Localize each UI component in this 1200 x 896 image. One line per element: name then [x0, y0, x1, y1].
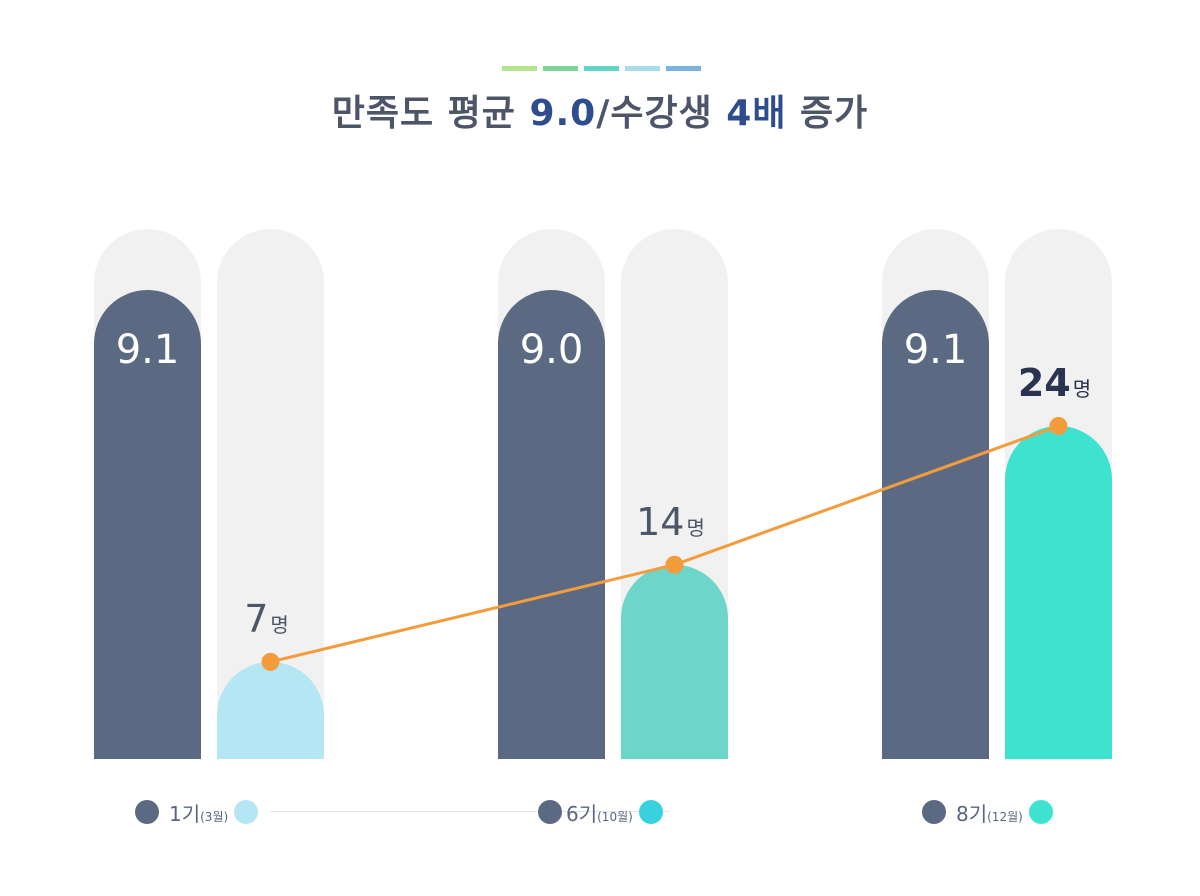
legend-label: 6기(10월): [566, 798, 633, 827]
satisfaction-value-label: 9.1: [904, 327, 968, 373]
bar-track: [217, 228, 324, 759]
legend-cohort: 8기: [956, 801, 988, 826]
legend-month: (3월): [200, 809, 229, 824]
satisfaction-value-label: 9.0: [520, 327, 584, 373]
satisfaction-bar: [882, 289, 989, 759]
legend-dot-satisfaction: [922, 800, 946, 824]
decor-stripe: [502, 66, 537, 71]
satisfaction-value-label: 9.1: [116, 327, 180, 373]
legend-dot-students: [1028, 800, 1053, 824]
trend-point: [261, 652, 280, 671]
trend-point: [1049, 417, 1068, 435]
legend-label: 8기(12월): [956, 798, 1023, 827]
title-decoration: [502, 66, 701, 71]
legend-month: (10월): [597, 809, 633, 824]
legend-cohort: 6기: [566, 801, 598, 826]
legend-month: (12월): [987, 809, 1023, 824]
satisfaction-bar: [94, 289, 201, 759]
legend-cohort: 1기: [169, 801, 201, 826]
satisfaction-bar: [498, 289, 605, 759]
legend-divider: [270, 811, 670, 812]
legend-item-1: 1기(3월): [135, 798, 259, 827]
legend-label: 1기(3월): [169, 798, 228, 827]
decor-stripe: [584, 66, 619, 71]
legend-dot-students: [234, 800, 259, 824]
legend-dot-students: [638, 800, 663, 824]
students-bar: [621, 564, 728, 759]
title-text: /수강생: [596, 93, 727, 134]
students-bar: [217, 661, 324, 759]
students-value-label: 14 명: [636, 500, 705, 544]
title-text: 증가: [786, 93, 869, 134]
students-value-label: 24 명: [1018, 361, 1091, 405]
title-highlight: 4배: [726, 93, 787, 134]
students-bar: [1005, 426, 1112, 759]
legend-dot-satisfaction: [135, 800, 159, 824]
title-text: 만족도 평균: [331, 93, 530, 134]
decor-stripe: [666, 66, 701, 71]
decor-stripe: [543, 66, 578, 71]
legend-item-2: 6기(10월): [538, 798, 663, 826]
title-highlight: 9.0: [529, 93, 597, 134]
trend-point: [665, 555, 684, 574]
decor-stripe: [625, 66, 660, 71]
legend-item-3: 8기(12월): [922, 798, 1053, 826]
legend-dot-satisfaction: [538, 800, 562, 824]
chart-title: 만족도 평균 9.0/수강생 4배 증가: [0, 84, 1200, 136]
